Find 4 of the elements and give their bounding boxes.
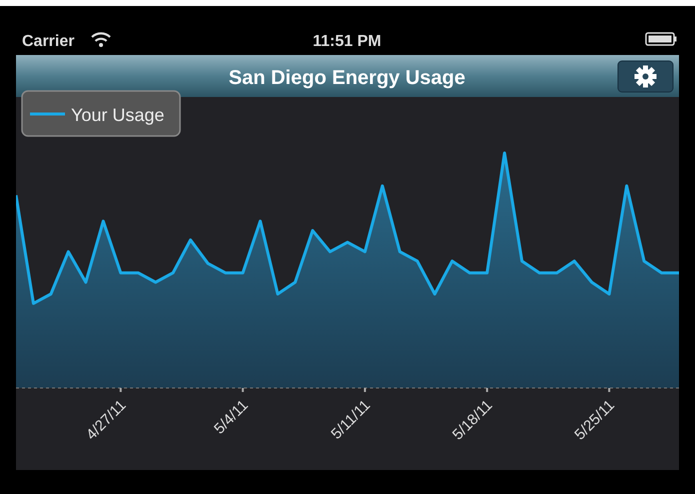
text: 11:51 PM xyxy=(312,33,382,50)
legend-label: Your Usage xyxy=(71,105,164,125)
text: Carrier xyxy=(22,33,74,50)
chart-title: San Diego Energy Usage xyxy=(228,67,466,89)
